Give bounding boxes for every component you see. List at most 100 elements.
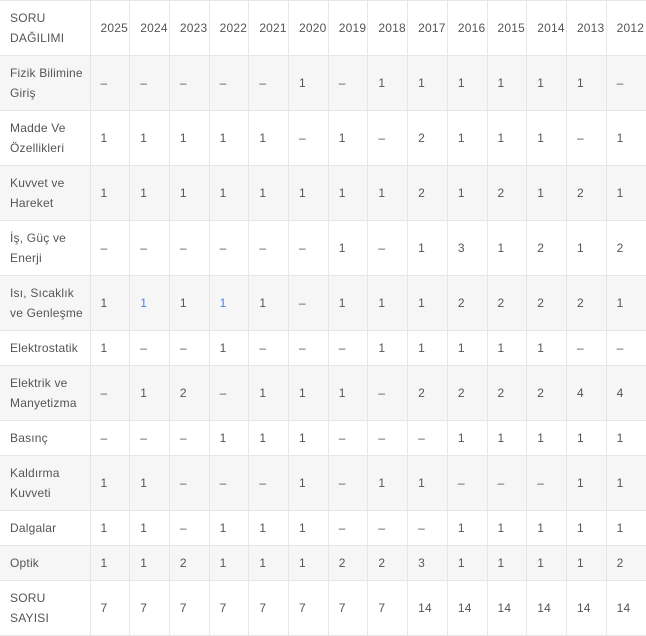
question-count-cell: 1 <box>605 275 646 331</box>
question-count-cell: 1 <box>288 365 329 421</box>
year-column-header: 2016 <box>446 0 488 56</box>
question-count-cell: – <box>407 510 448 546</box>
question-count-cell: 1 <box>248 420 290 456</box>
question-count-cell: – <box>208 220 250 276</box>
topic-label: Fizik Bilimine Giriş <box>0 55 91 111</box>
question-count-link[interactable]: 1 <box>140 296 148 310</box>
year-column-header: 2018 <box>367 0 409 56</box>
question-count-cell: 1 <box>129 365 170 421</box>
question-count-cell: 1 <box>605 165 646 221</box>
question-count-cell: 1 <box>407 220 448 276</box>
question-count-cell: – <box>208 55 250 111</box>
question-count-cell: 2 <box>407 365 448 421</box>
question-count-cell: 1 <box>168 275 210 331</box>
table-row: Kuvvet ve Hareket 1 1 1 1 1 1 1 1 2 1 2 1 2 1 <box>0 165 646 221</box>
question-count-cell: – <box>327 510 369 546</box>
question-count-cell: 1 <box>208 330 250 366</box>
question-count-cell: 1 <box>129 455 170 511</box>
total-count-cell: 14 <box>526 580 567 636</box>
topic-label: Kaldırma Kuvveti <box>0 455 91 511</box>
question-count-cell: – <box>446 455 488 511</box>
question-count-cell: 1 <box>486 545 528 581</box>
total-row: SORU SAYISI 7 7 7 7 7 7 7 7 14 14 14 14 14 14 <box>0 580 646 636</box>
question-count-cell: 1 <box>605 455 646 511</box>
year-column-header: 2014 <box>526 0 567 56</box>
question-count-cell: 1 <box>486 420 528 456</box>
question-count-cell: 2 <box>327 545 369 581</box>
question-count-cell: 1 <box>327 165 369 221</box>
question-count-cell: 1 <box>446 330 488 366</box>
question-count-cell: – <box>486 455 528 511</box>
question-count-cell: 1 <box>446 510 488 546</box>
question-count-cell: 1 <box>288 510 329 546</box>
question-count-cell: – <box>248 330 290 366</box>
question-count-cell: 1 <box>526 55 567 111</box>
question-count-cell: 1 <box>486 510 528 546</box>
question-count-cell: 1 <box>327 110 369 166</box>
question-count-cell: 1 <box>129 510 170 546</box>
question-count-cell: – <box>565 110 607 166</box>
question-count-cell: 4 <box>605 365 646 421</box>
question-count-cell: 1 <box>526 330 567 366</box>
question-count-cell: – <box>565 330 607 366</box>
topic-label: Dalgalar <box>0 510 91 546</box>
topic-label: Elektrostatik <box>0 330 91 366</box>
year-column-header: 2023 <box>168 0 210 56</box>
question-count-cell: – <box>605 55 646 111</box>
question-count-cell: – <box>248 455 290 511</box>
question-count-cell: 1 <box>327 220 369 276</box>
question-count-cell: 1 <box>208 275 250 331</box>
topic-label: Madde Ve Özellikleri <box>0 110 91 166</box>
question-count-cell: 1 <box>208 545 250 581</box>
table-row: Dalgalar 1 1–1 1 1– – –1 1 1 1 1 <box>0 510 646 546</box>
question-count-cell: 1 <box>565 455 607 511</box>
question-count-cell: – <box>327 55 369 111</box>
question-count-cell: 2 <box>446 275 488 331</box>
question-count-link[interactable]: 1 <box>219 296 227 310</box>
table-row: Fizik Bilimine Giriş – – – – –1–1 1 1 1 1 1– <box>0 55 646 111</box>
question-count-cell: 3 <box>446 220 488 276</box>
question-count-cell: – <box>327 330 369 366</box>
question-count-cell: 1 <box>248 510 290 546</box>
question-count-cell: 1 <box>367 330 409 366</box>
question-count-cell: 1 <box>208 165 250 221</box>
year-column-header: 2020 <box>288 0 329 56</box>
question-count-cell: 1 <box>89 110 131 166</box>
question-count-cell: 1 <box>407 455 448 511</box>
question-count-cell: 1 <box>526 110 567 166</box>
question-count-cell: 2 <box>605 545 646 581</box>
question-count-cell: – <box>367 510 409 546</box>
question-count-cell: 1 <box>89 545 131 581</box>
question-count-cell: – <box>168 330 210 366</box>
year-column-header: 2022 <box>208 0 250 56</box>
question-count-cell: 1 <box>486 110 528 166</box>
question-count-cell: – <box>168 420 210 456</box>
topic-label: Optik <box>0 545 91 581</box>
question-count-cell: 1 <box>288 545 329 581</box>
question-count-cell: 1 <box>129 165 170 221</box>
question-count-cell: – <box>129 330 170 366</box>
year-column-header: 2025 <box>89 0 131 56</box>
question-count-cell: 1 <box>367 275 409 331</box>
question-count-cell: 1 <box>288 455 329 511</box>
question-count-cell: 1 <box>248 110 290 166</box>
question-count-cell: 1 <box>367 165 409 221</box>
question-count-cell: – <box>288 275 329 331</box>
question-count-cell: 1 <box>89 330 131 366</box>
question-count-cell: – <box>168 55 210 111</box>
question-count-cell: 1 <box>248 165 290 221</box>
question-count-cell: 2 <box>168 545 210 581</box>
question-count-cell: 1 <box>89 165 131 221</box>
question-count-cell: 1 <box>89 455 131 511</box>
question-count-cell: – <box>129 220 170 276</box>
question-count-cell: – <box>89 420 131 456</box>
table-body: Fizik Bilimine Giriş – – – – –1–1 1 1 1 1 1– Madde … <box>0 55 646 581</box>
year-column-header: 2015 <box>486 0 528 56</box>
question-count-cell: 2 <box>565 165 607 221</box>
question-count-cell: 2 <box>486 165 528 221</box>
total-row-label: SORU SAYISI <box>0 580 91 636</box>
question-count-cell: – <box>89 55 131 111</box>
question-count-cell: 1 <box>565 220 607 276</box>
question-count-cell: – <box>367 365 409 421</box>
question-count-cell: 1 <box>288 420 329 456</box>
